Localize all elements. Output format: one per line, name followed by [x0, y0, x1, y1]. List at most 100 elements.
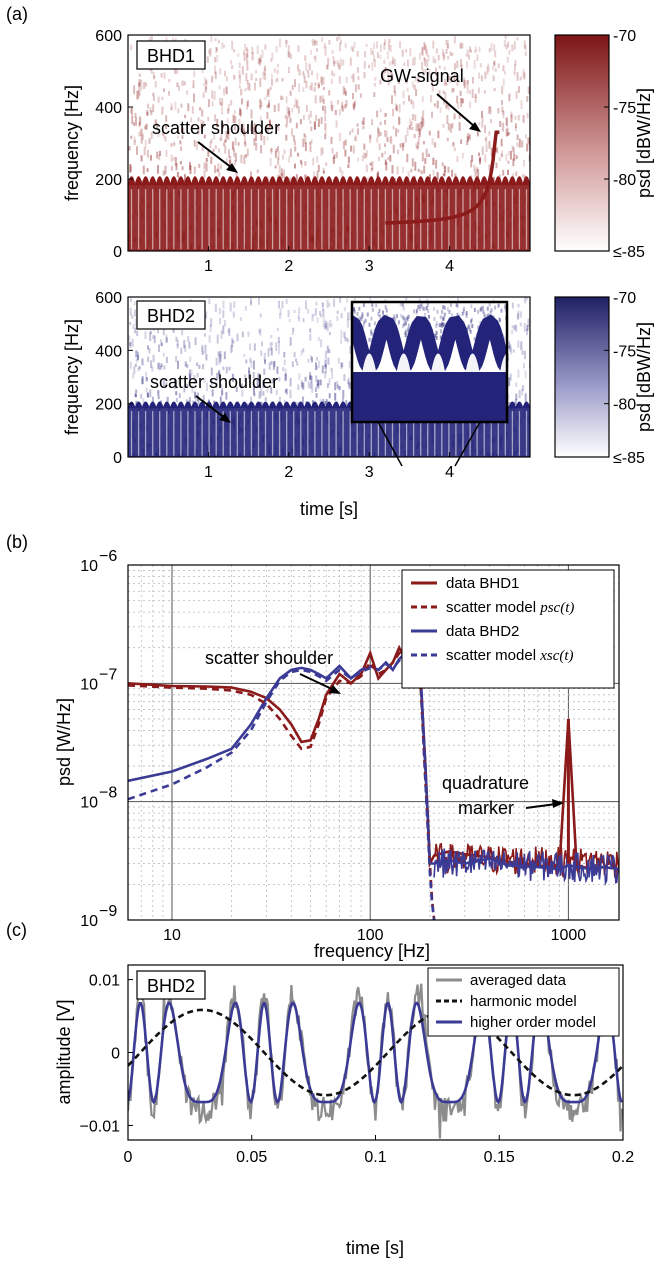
series-line-2 — [128, 648, 436, 920]
speckle-mark — [343, 331, 346, 338]
speckle-mark — [476, 166, 478, 173]
speckle-mark — [154, 81, 157, 88]
speckle-mark — [340, 330, 343, 339]
speckle-mark — [519, 322, 522, 327]
arch-mark — [339, 401, 348, 409]
speckle-mark — [508, 402, 511, 409]
speckle-mark — [514, 398, 517, 405]
arch-mark — [374, 176, 383, 186]
speckle-mark — [130, 298, 132, 302]
legend-entry: higher order model — [470, 1014, 596, 1031]
speckle-mark — [322, 309, 325, 318]
speckle-mark — [317, 118, 320, 127]
speckle-mark — [356, 51, 359, 57]
speckle-mark — [487, 106, 490, 115]
speckle-mark — [526, 325, 529, 331]
speckle-mark — [341, 104, 343, 111]
speckle-mark — [166, 396, 169, 404]
speckle-mark — [494, 68, 497, 72]
speckle-mark — [468, 323, 471, 328]
speckle-mark — [200, 126, 203, 132]
speckle-mark — [522, 384, 525, 392]
speckle-mark — [246, 53, 249, 63]
speckle-mark — [456, 303, 459, 308]
speckle-mark — [403, 317, 406, 322]
speckle-mark — [356, 67, 359, 73]
speckle-mark — [161, 131, 164, 136]
speckle-mark — [458, 122, 461, 131]
speckle-mark — [501, 86, 504, 95]
speckle-mark — [499, 121, 502, 127]
speckle-mark — [234, 160, 237, 166]
speckle-mark — [350, 75, 353, 79]
arrow-gw-signal — [436, 93, 475, 127]
speckle-mark — [305, 300, 307, 310]
speckle-mark — [270, 149, 273, 155]
speckle-mark — [405, 335, 408, 340]
speckle-mark — [278, 376, 281, 382]
speckle-mark — [186, 383, 189, 388]
speckle-mark — [399, 302, 402, 306]
speckle-mark — [379, 131, 382, 137]
annotation-scatter-shoulder: scatter shoulder — [150, 372, 278, 392]
speckle-mark — [331, 148, 334, 154]
speckle-mark — [321, 36, 324, 43]
speckle-mark — [215, 357, 218, 366]
speckle-mark — [445, 100, 448, 108]
speckle-mark — [322, 398, 325, 403]
speckle-mark — [134, 318, 137, 327]
speckle-mark — [310, 82, 313, 91]
speckle-mark — [451, 169, 454, 177]
speckle-mark — [308, 63, 311, 71]
speckle-mark — [274, 165, 277, 169]
speckle-mark — [330, 367, 333, 373]
speckle-mark — [422, 306, 424, 311]
speckle-mark — [462, 98, 465, 104]
speckle-mark — [174, 380, 177, 389]
speckle-mark — [474, 96, 477, 103]
speckle-mark — [298, 373, 301, 380]
speckle-mark — [436, 456, 439, 457]
speckle-mark — [168, 91, 170, 96]
speckle-mark — [518, 86, 520, 93]
speckle-mark — [234, 125, 236, 131]
speckle-mark — [133, 366, 136, 374]
y-tick-label: 400 — [95, 343, 122, 360]
speckle-mark — [136, 90, 139, 100]
speckle-mark — [285, 388, 288, 395]
speckle-mark — [377, 128, 380, 137]
speckle-mark — [432, 40, 435, 49]
speckle-mark — [240, 383, 243, 389]
speckle-mark — [225, 86, 228, 94]
speckle-mark — [469, 329, 472, 334]
speckle-mark — [311, 39, 314, 43]
speckle-mark — [510, 114, 513, 123]
speckle-mark — [506, 56, 509, 63]
speckle-mark — [404, 333, 407, 337]
speckle-mark — [247, 100, 249, 107]
speckle-mark — [460, 59, 462, 68]
speckle-mark — [465, 53, 468, 57]
speckle-mark — [325, 399, 328, 406]
speckle-mark — [138, 121, 141, 127]
speckle-mark — [338, 76, 341, 84]
speckle-mark — [421, 61, 424, 70]
speckle-mark — [414, 114, 417, 121]
speckle-mark — [485, 136, 488, 146]
speckle-mark — [230, 60, 233, 65]
colorbar-tick-label: -70 — [613, 28, 636, 45]
speckle-mark — [295, 124, 298, 129]
speckle-mark — [170, 103, 173, 110]
inset-arch-line — [352, 314, 507, 376]
speckle-mark — [443, 170, 446, 177]
speckle-mark — [513, 153, 516, 161]
speckle-mark — [173, 456, 176, 457]
speckle-mark — [522, 363, 525, 369]
speckle-mark — [358, 316, 361, 321]
speckle-mark — [245, 359, 248, 364]
speckle-mark — [494, 305, 497, 310]
arch-mark — [198, 176, 207, 186]
speckle-mark — [198, 163, 201, 168]
speckle-mark — [285, 134, 288, 141]
speckle-mark — [471, 89, 474, 98]
